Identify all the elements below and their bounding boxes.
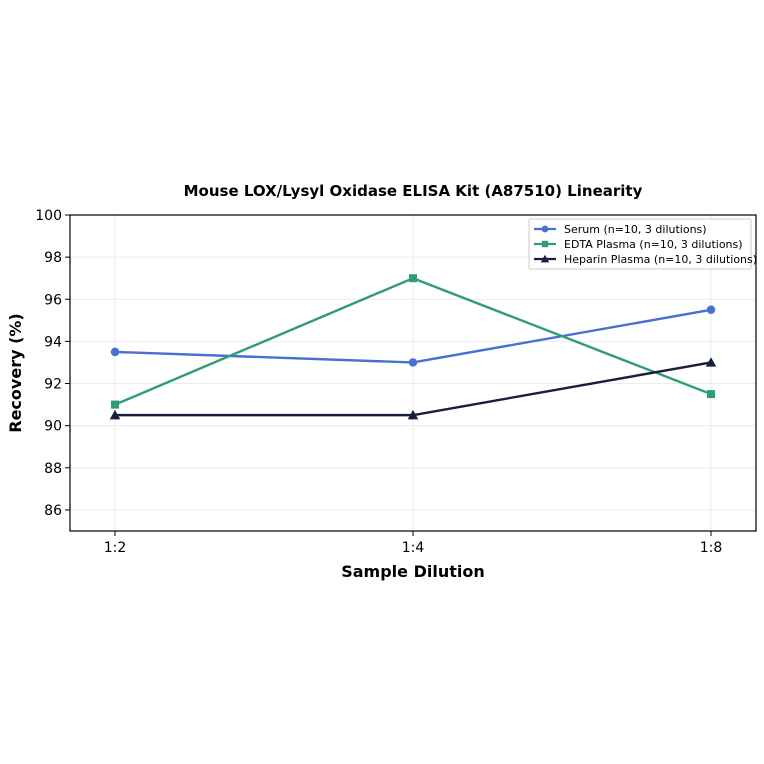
series-2	[109, 357, 717, 420]
y-tick-label: 100	[35, 208, 62, 224]
legend-entry: EDTA Plasma (n=10, 3 dilutions)	[534, 238, 743, 251]
legend-label: Serum (n=10, 3 dilutions)	[564, 223, 707, 236]
y-tick-label: 94	[44, 334, 62, 350]
y-tick-label: 90	[44, 419, 62, 435]
x-tick-label: 1:2	[104, 540, 127, 556]
legend-label: EDTA Plasma (n=10, 3 dilutions)	[564, 238, 743, 251]
data-point	[409, 274, 417, 283]
y-tick-label: 92	[44, 377, 62, 393]
legend-box	[528, 218, 752, 270]
data-point	[110, 347, 120, 357]
y-tick-label: 86	[44, 503, 62, 519]
legend-entry: Serum (n=10, 3 dilutions)	[534, 223, 707, 236]
y-axis-label: Recovery (%)	[6, 313, 25, 432]
series-1	[111, 274, 715, 409]
data-point	[408, 358, 418, 367]
x-axis-ticks: 1:2 1:4 1:8	[104, 531, 723, 556]
series-0	[110, 305, 716, 367]
legend: Serum (n=10, 3 dilutions) EDTA Plasma (n=…	[528, 218, 757, 270]
x-tick-label: 1:8	[700, 540, 723, 556]
legend-entry: Heparin Plasma (n=10, 3 dilutions)	[534, 253, 757, 266]
data-point	[407, 409, 419, 420]
data-point	[705, 357, 717, 367]
legend-marker	[541, 240, 549, 248]
chart-title: Mouse LOX/Lysyl Oxidase ELISA Kit (A8751…	[184, 182, 643, 200]
data-point	[111, 400, 119, 409]
data-point	[706, 305, 716, 315]
y-tick-label: 96	[44, 292, 62, 308]
y-tick-label: 98	[44, 250, 62, 266]
legend-marker	[541, 225, 549, 233]
data-point	[707, 390, 715, 399]
y-axis-ticks: 86 88 90 92 94 96 98 100	[35, 208, 70, 519]
legend-label: Heparin Plasma (n=10, 3 dilutions)	[564, 253, 757, 266]
y-tick-label: 88	[44, 461, 62, 477]
data-point	[109, 409, 121, 420]
x-tick-label: 1:4	[402, 540, 425, 556]
series-group	[109, 274, 717, 420]
x-axis-label: Sample Dilution	[341, 562, 485, 581]
legend-marker	[540, 254, 550, 263]
